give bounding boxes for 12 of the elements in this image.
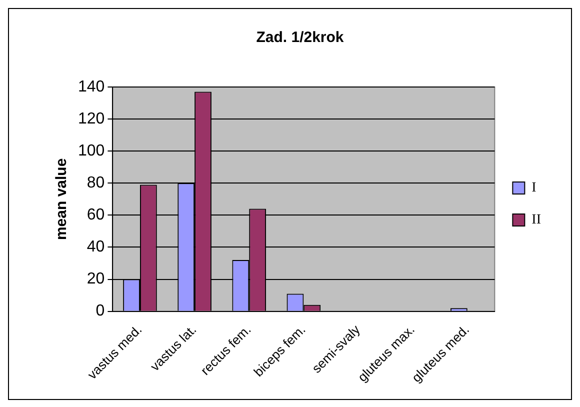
y-tick-label: 140 [78,78,105,96]
y-tick-label: 100 [78,142,105,160]
y-tick-label: 20 [86,270,105,288]
y-tick-label: 120 [78,110,105,128]
legend-label: I [532,180,537,196]
y-tick-label: 60 [86,206,105,224]
y-tick-label: 40 [86,238,105,256]
y-axis-title: mean value [53,158,70,240]
y-tick-label: 80 [86,174,105,192]
chart-title: Zad. 1/2krok [256,29,344,46]
y-tick-label: 0 [96,302,105,320]
legend-label: II [532,212,542,228]
